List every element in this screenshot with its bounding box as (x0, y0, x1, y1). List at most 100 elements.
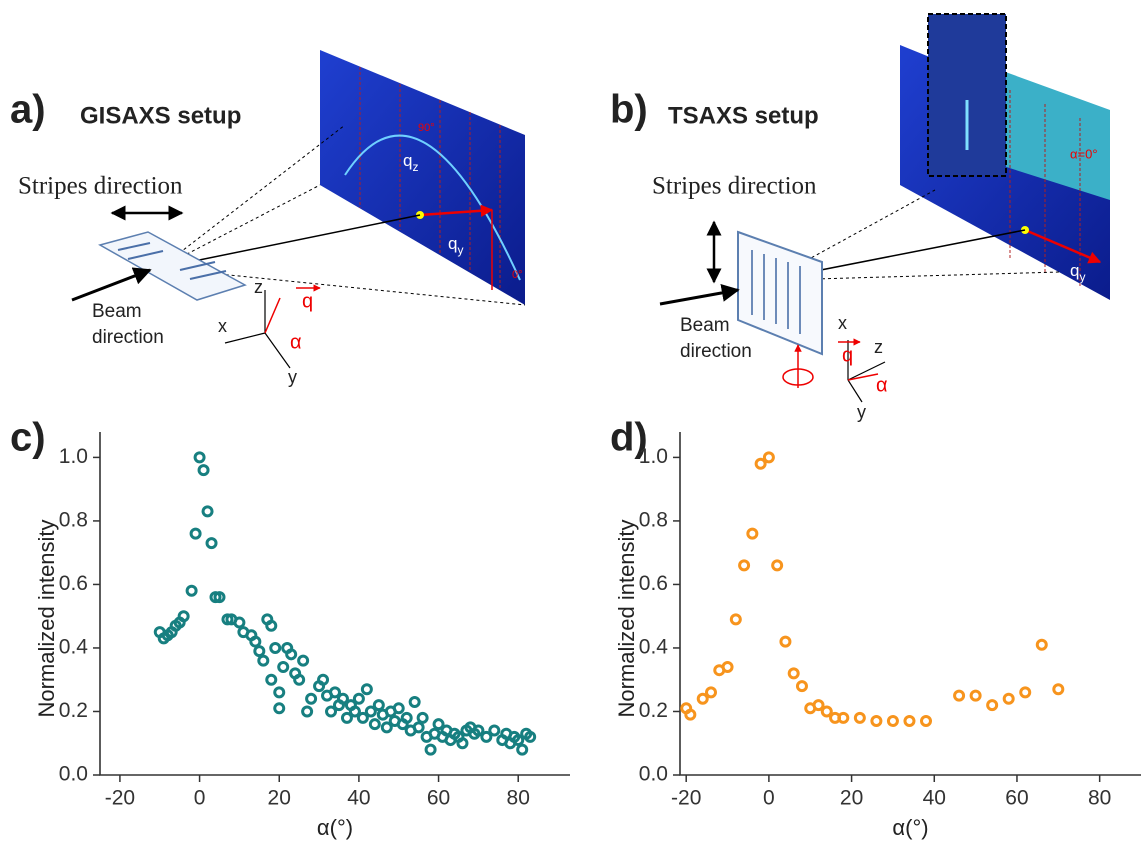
data-point (193, 451, 206, 464)
alpha-arrow (264, 297, 281, 334)
stripes-label: Stripes direction (652, 173, 817, 200)
diagram-a: a) GISAXS setup Stripes direction Beam d… (10, 50, 526, 387)
panel-label: b) (610, 88, 648, 132)
data-point (277, 661, 290, 674)
y-tick-label: 0.2 (59, 699, 88, 722)
detector (320, 50, 525, 305)
beam-label: Beam (92, 301, 142, 322)
beam-line (159, 214, 421, 269)
data-point (340, 711, 353, 724)
data-point (364, 705, 377, 718)
data-point (352, 692, 365, 705)
data-point (368, 718, 381, 731)
y-tick-label: 0.4 (639, 636, 669, 659)
y-tick-label: 0.6 (59, 572, 88, 595)
data-point (795, 680, 808, 693)
x-tick-label: 20 (840, 787, 863, 810)
sample (98, 231, 247, 301)
data-point (265, 673, 278, 686)
data-point (746, 527, 759, 540)
y-tick-label: 0.6 (639, 572, 668, 595)
data-point (249, 635, 262, 648)
data-point (754, 457, 767, 470)
data-point (177, 610, 190, 623)
y-tick-label: 0.0 (59, 763, 88, 786)
x-tick-label: -20 (671, 787, 701, 810)
qz-label: qz (403, 151, 418, 174)
data-point (221, 613, 234, 626)
x-tick-label: 60 (427, 787, 450, 810)
x-axis-label: α(°) (892, 815, 928, 840)
axis-label: z (874, 337, 883, 357)
data-point (787, 667, 800, 680)
data-point (317, 673, 330, 686)
data-point (779, 635, 792, 648)
data-point (305, 692, 318, 705)
data-point (903, 715, 916, 728)
data-point (205, 537, 218, 550)
data-point (524, 730, 537, 743)
panel-title: GISAXS setup (80, 102, 241, 129)
axes-triad (224, 290, 291, 369)
data-point (729, 613, 742, 626)
angle-label: 0° (512, 269, 523, 281)
data-point (738, 559, 751, 572)
data-point (762, 451, 775, 464)
data-point (293, 673, 306, 686)
axis-label: z (254, 277, 263, 297)
data-point (1035, 638, 1048, 651)
data-point (392, 702, 405, 715)
y-tick-label: 1.0 (639, 445, 668, 468)
data-point (771, 559, 784, 572)
data-point (1019, 686, 1032, 699)
data-point (201, 505, 214, 518)
panel-title: TSAXS setup (668, 102, 819, 129)
alpha-label: α (290, 331, 302, 353)
qy-label: qy (1070, 261, 1085, 284)
stripes (751, 250, 801, 334)
data-point (197, 464, 210, 477)
q: q (403, 151, 412, 170)
q-arrow (1024, 228, 1102, 264)
data-point (400, 711, 413, 724)
data-point (424, 743, 437, 756)
inset (927, 13, 1007, 177)
detector-grid (359, 67, 501, 290)
axes-triad (847, 340, 886, 403)
axis-label: y (857, 402, 866, 422)
data-point (432, 718, 445, 731)
data-point (325, 705, 338, 718)
angle-label: 90° (418, 122, 435, 134)
q: q (1070, 261, 1079, 280)
panel-label: a) (10, 88, 46, 132)
data-point (329, 686, 341, 699)
sub: z (412, 160, 418, 174)
data-point (189, 527, 202, 540)
data-point (886, 715, 899, 728)
y-tick-label: 0.2 (639, 699, 668, 722)
data-point (408, 695, 421, 708)
data-point (297, 654, 310, 667)
data-point (696, 692, 709, 705)
y-axis-label: Normalized intensity (34, 519, 59, 717)
x-tick-label: 40 (347, 787, 370, 810)
data-point (472, 724, 485, 737)
data-point (372, 699, 385, 712)
y-tick-label: 1.0 (59, 445, 88, 468)
data-point (360, 683, 373, 696)
data-point (213, 591, 226, 604)
stripes (117, 242, 227, 280)
arc (344, 134, 521, 281)
panel-label: d) (610, 416, 648, 460)
y-tick-label: 0.4 (59, 636, 89, 659)
data-point (265, 619, 278, 632)
beam-arrow (71, 267, 152, 302)
data-point (209, 591, 222, 604)
data-point (969, 689, 982, 702)
x-tick-label: 60 (1005, 787, 1028, 810)
y-axis-label: Normalized intensity (614, 519, 639, 717)
x-tick-label: -20 (105, 787, 135, 810)
sub: y (1079, 270, 1085, 284)
axis-line (679, 432, 1141, 776)
